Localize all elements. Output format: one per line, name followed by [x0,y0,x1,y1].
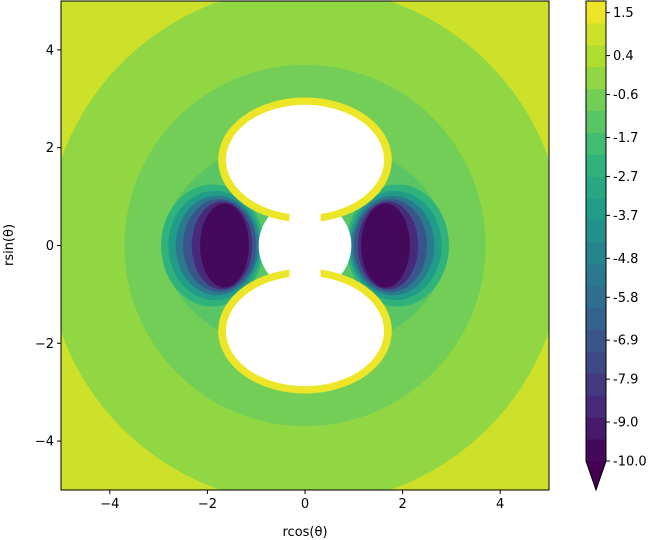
colorbar-segment [586,88,606,112]
colorbar-tick-label: -7.9 [613,373,638,388]
colorbar-segment [586,132,606,155]
colorbar-tick-label: -1.7 [613,131,638,146]
colorbar-ticks: 1.5 0.4 -0.6 -1.7 -2.7 -3.7 -4.8 -5.8 -6.9 -7.9 -9… [606,6,647,470]
lobe-left-level-5 [200,203,249,288]
colorbar-segment [586,176,606,199]
colorbar-tick-label: -4.8 [613,252,638,267]
colorbar-extend-min [586,461,606,490]
colorbar-segment [586,198,606,221]
masked-hole-bottom [225,275,385,387]
x-tick-label: 2 [398,497,406,512]
y-tick-label: 0 [46,239,54,254]
y-tick-label: 2 [46,141,54,156]
colorbar [585,0,607,492]
colorbar-segment [586,329,606,352]
colorbar-segment [586,439,606,462]
masked-hole-top [225,104,385,216]
x-tick-label: −4 [100,497,119,512]
colorbar-segment [586,395,606,418]
y-tick-label: −2 [35,337,54,352]
colorbar-segment [586,154,606,177]
colorbar-segment [586,110,606,133]
colorbar-tick-label: -6.9 [613,334,638,349]
lobe-right-level-5 [361,203,410,288]
colorbar-segment [586,44,606,68]
colorbar-segment [586,22,606,46]
y-tick-label: 4 [46,43,54,58]
x-axis-ticks: −4 −2 0 2 4 [100,490,504,512]
colorbar-tick-label: -3.7 [613,209,638,224]
colorbar-tick-label: -0.6 [613,88,638,103]
colorbar-tick-label: -2.7 [613,170,638,185]
x-tick-label: 4 [496,497,504,512]
contour-plot-area [61,1,549,490]
colorbar-tick-label: -5.8 [613,291,638,306]
y-axis-ticks: −4 −2 0 2 4 [35,43,61,450]
x-tick-label: −2 [198,497,217,512]
colorbar-segment [586,241,606,265]
colorbar-tick-label: 1.5 [613,6,634,21]
colorbar-segment [586,351,606,374]
colorbar-segment [586,66,606,90]
y-tick-label: −4 [35,435,54,450]
colorbar-tick-label: -10.0 [613,455,647,470]
x-axis-label: rcos(θ) [282,525,327,540]
colorbar-segment [586,417,606,440]
colorbar-segment [586,307,606,331]
colorbar-segment [586,263,606,287]
colorbar-segment [586,373,606,396]
x-tick-label: 0 [301,497,309,512]
masked-neck [289,196,321,295]
colorbar-tick-label: -9.0 [613,416,638,431]
colorbar-segment [586,220,606,243]
colorbar-segment [586,1,606,24]
colorbar-segment [586,285,606,309]
colorbar-tick-label: 0.4 [613,49,634,64]
y-axis-label: rsin(θ) [2,224,17,266]
colorbar-outline [585,0,607,492]
